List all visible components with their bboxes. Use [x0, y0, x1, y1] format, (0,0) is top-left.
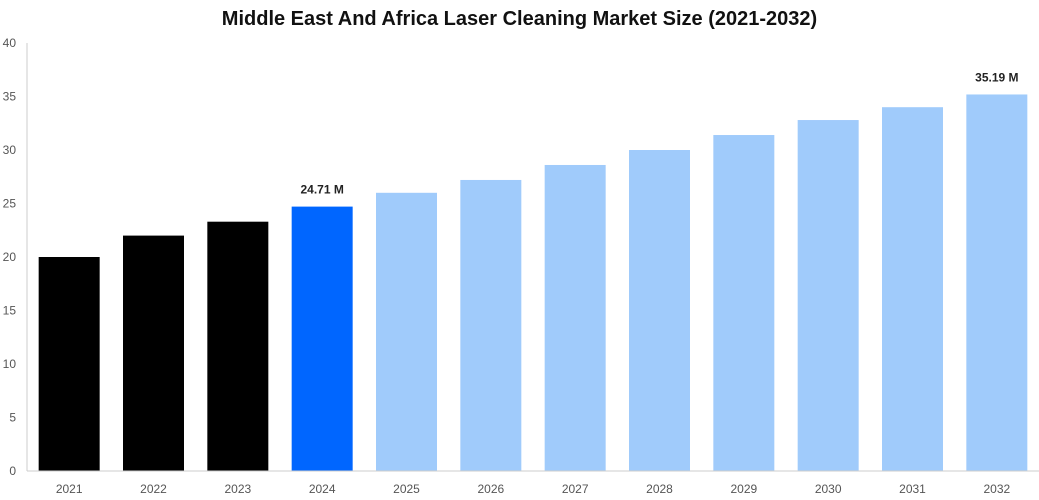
data-label-2024: 24.71 M: [300, 183, 343, 197]
y-tick-label: 0: [9, 464, 16, 478]
x-axis-ticks: 2021 2022 2023 2024 2025 2026 2027 2028 2029 2030…: [56, 482, 1011, 496]
bar-2022: [123, 235, 184, 471]
y-tick-label: 35: [3, 90, 17, 104]
x-tick-label: 2025: [393, 482, 420, 496]
y-tick-label: 20: [3, 250, 17, 264]
bar-2025: [376, 192, 437, 472]
data-labels: 24.71 M 35.19 M: [300, 70, 1018, 196]
x-tick-label: 2023: [224, 482, 251, 496]
bar-2031: [882, 107, 943, 471]
x-tick-label: 2026: [477, 482, 504, 496]
chart-title: Middle East And Africa Laser Cleaning Ma…: [221, 8, 818, 30]
y-tick-label: 25: [3, 197, 17, 211]
x-tick-label: 2029: [730, 482, 757, 496]
bars: [38, 94, 1028, 472]
y-tick-label: 15: [3, 304, 17, 318]
x-tick-label: 2031: [899, 482, 926, 496]
x-tick-label: 2024: [309, 482, 336, 496]
x-tick-label: 2021: [56, 482, 83, 496]
y-axis-ticks: 0 5 10 15 20 25 30 35 40: [3, 36, 17, 478]
bar-2027: [544, 164, 606, 472]
data-label-2032: 35.19 M: [975, 70, 1018, 84]
bar-2032: [966, 94, 1028, 471]
bar-2028: [629, 150, 690, 471]
x-tick-label: 2022: [140, 482, 167, 496]
y-tick-label: 40: [3, 36, 17, 50]
y-tick-label: 30: [3, 143, 17, 157]
bar-2029: [713, 135, 775, 471]
bar-2024: [291, 206, 353, 471]
x-tick-label: 2032: [983, 482, 1010, 496]
bar-2026: [460, 179, 522, 471]
bar-2023: [207, 221, 269, 471]
bar-2021: [38, 257, 100, 471]
x-tick-label: 2030: [815, 482, 842, 496]
bar-2030: [797, 120, 859, 471]
y-tick-label: 5: [9, 411, 16, 425]
x-tick-label: 2028: [646, 482, 673, 496]
x-tick-label: 2027: [562, 482, 589, 496]
y-tick-label: 10: [3, 357, 17, 371]
